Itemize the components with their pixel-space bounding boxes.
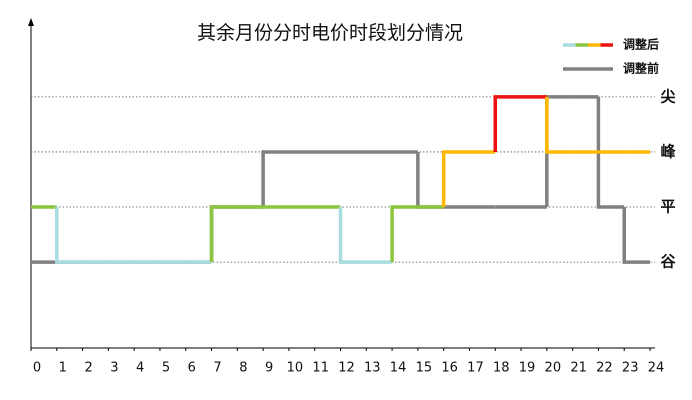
legend-label: 调整后	[623, 37, 659, 52]
x-tick-label: 2	[84, 361, 92, 376]
x-tick-label: 0	[33, 361, 41, 376]
x-tick-label: 23	[622, 361, 639, 376]
x-tick-label: 20	[545, 361, 562, 376]
x-tick-label: 11	[312, 361, 329, 376]
x-tick-label: 10	[287, 361, 304, 376]
x-tick-label: 5	[162, 361, 170, 376]
step-segment	[416, 151, 444, 209]
step-segment	[622, 207, 650, 264]
y-axis-arrow	[28, 18, 34, 26]
step-segment	[493, 95, 522, 152]
x-tick-label: 13	[364, 361, 381, 376]
x-tick-label: 9	[265, 361, 273, 376]
x-tick-label: 3	[110, 361, 118, 376]
step-segment	[338, 207, 367, 264]
x-tick-label: 14	[390, 361, 407, 376]
x-tick-label: 12	[338, 361, 355, 376]
step-segment	[545, 96, 573, 154]
y-tick-label: 峰	[660, 142, 676, 160]
x-tick-label: 21	[570, 361, 587, 376]
step-segment	[596, 96, 625, 209]
step-segment	[390, 205, 418, 263]
legend-label: 调整前	[623, 61, 659, 76]
x-tick-label: 6	[188, 361, 196, 376]
y-tick-label: 尖	[660, 87, 675, 105]
x-tick-label: 16	[441, 361, 458, 376]
x-tick-label: 8	[239, 361, 247, 376]
x-tick-label: 18	[493, 361, 510, 376]
y-tick-label: 谷	[660, 253, 676, 271]
step-segment	[55, 207, 83, 264]
step-segment	[441, 150, 470, 208]
y-tick-label: 平	[660, 198, 675, 216]
x-tick-label: 7	[213, 361, 221, 376]
x-tick-label: 4	[136, 361, 144, 376]
step-segment	[209, 205, 238, 263]
chart-title: 其余月份分时电价时段划分情况	[197, 22, 463, 44]
x-tick-label: 19	[519, 361, 536, 376]
x-tick-label: 22	[596, 361, 613, 376]
x-tick-label: 15	[416, 361, 433, 376]
x-tick-label: 17	[467, 361, 484, 376]
x-tick-label: 1	[59, 361, 67, 376]
step-segment	[261, 150, 289, 208]
step-segment	[209, 205, 238, 263]
x-tick-label: 24	[648, 361, 665, 376]
